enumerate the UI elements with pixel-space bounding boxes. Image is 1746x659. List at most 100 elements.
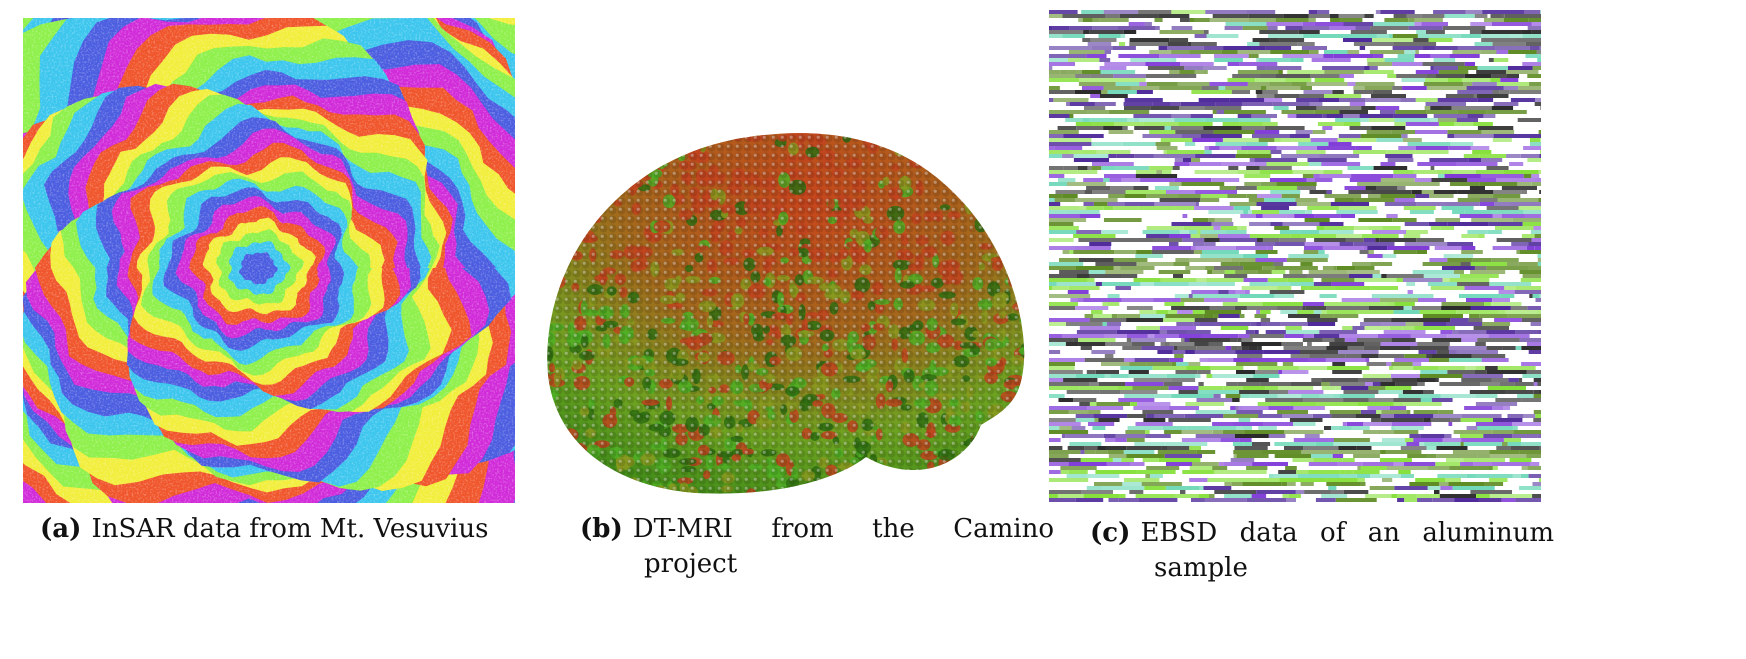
grain-streak (1306, 178, 1315, 182)
grain-streak (1330, 14, 1339, 18)
grain-streak (1215, 102, 1243, 106)
grain-streak (1065, 434, 1104, 438)
grain-streak (1539, 450, 1541, 454)
grain-streak (1186, 366, 1211, 370)
grain-streak (1219, 238, 1257, 242)
grain-streak (1441, 302, 1484, 306)
grain-streak (1472, 150, 1492, 154)
grain-streak (1243, 278, 1268, 282)
tensor-glyph (987, 133, 1001, 143)
tensor-glyph (967, 467, 980, 480)
grain-streak (1049, 350, 1061, 354)
grain-streak (1477, 66, 1508, 70)
tensor-glyph (748, 125, 758, 131)
grain-streak (1324, 50, 1348, 54)
grain-streak (1375, 10, 1381, 14)
grain-streak (1049, 46, 1092, 50)
tensor-glyph (1020, 385, 1025, 401)
grain-streak (1105, 342, 1132, 346)
grain-streak (1394, 302, 1415, 306)
grain-streak (1154, 186, 1179, 190)
tensor-glyph (553, 153, 564, 165)
grain-streak (1382, 478, 1393, 482)
grain-streak (1301, 234, 1337, 238)
grain-streak (1473, 94, 1477, 98)
grain-streak (1219, 186, 1236, 190)
grain-streak (1431, 354, 1472, 358)
grain-streak (1294, 214, 1315, 218)
grain-streak (1468, 318, 1483, 322)
grain-streak (1525, 42, 1541, 46)
grain-streak (1336, 234, 1362, 238)
grain-streak (1199, 358, 1208, 362)
grain-streak (1212, 110, 1217, 114)
grain-streak (1473, 326, 1509, 330)
grain-streak (1416, 146, 1449, 150)
tensor-glyph (866, 133, 881, 138)
caption-a-label: (a) (40, 514, 82, 544)
grain-streak (1355, 146, 1372, 150)
grain-streak (1324, 302, 1362, 306)
grain-streak (1061, 434, 1066, 438)
grain-streak (1416, 250, 1427, 254)
grain-streak (1263, 422, 1293, 426)
grain-streak (1107, 202, 1125, 206)
grain-streak (1164, 454, 1202, 458)
tensor-glyph (700, 133, 716, 136)
panel-a (23, 18, 515, 503)
grain-streak (1518, 86, 1541, 90)
grain-streak (1314, 22, 1344, 26)
grain-streak (1470, 146, 1490, 150)
grain-streak (1332, 362, 1346, 366)
grain-streak (1110, 374, 1129, 378)
grain-streak (1171, 10, 1206, 14)
grain-streak (1178, 194, 1201, 198)
grain-streak (1083, 178, 1104, 182)
grain-streak (1199, 234, 1218, 238)
grain-streak (1311, 454, 1333, 458)
grain-streak (1459, 294, 1501, 298)
grain-streak (1498, 310, 1506, 314)
grain-streak (1442, 438, 1462, 442)
grain-streak (1089, 118, 1127, 122)
grain-streak (1380, 110, 1396, 114)
grain-streak (1393, 42, 1437, 46)
grain-streak (1413, 170, 1437, 174)
grain-streak (1129, 490, 1144, 494)
grain-streak (1314, 334, 1340, 338)
grain-streak (1321, 378, 1358, 382)
grain-streak (1246, 306, 1278, 310)
grain-streak (1193, 250, 1202, 254)
grain-streak (1076, 126, 1104, 130)
tensor-glyph (547, 243, 553, 258)
grain-streak (1388, 34, 1393, 38)
grain-streak (1281, 342, 1303, 346)
grain-streak (1538, 170, 1541, 174)
grain-streak (1257, 238, 1263, 242)
grain-streak (1475, 474, 1513, 478)
grain-streak (1273, 262, 1284, 266)
grain-streak (1427, 466, 1450, 470)
grain-streak (1209, 306, 1235, 310)
grain-streak (1382, 254, 1397, 258)
grain-streak (1182, 214, 1188, 218)
grain-streak (1113, 266, 1121, 270)
grain-streak (1344, 186, 1366, 190)
grain-streak (1207, 270, 1212, 274)
grain-streak (1134, 154, 1154, 158)
grain-streak (1244, 182, 1261, 186)
grain-streak (1204, 498, 1247, 502)
grain-streak (1171, 26, 1193, 30)
grain-streak (1406, 14, 1422, 18)
grain-streak (1164, 126, 1171, 130)
grain-streak (1060, 466, 1097, 470)
grain-streak (1144, 22, 1152, 26)
grain-streak (1403, 306, 1412, 310)
grain-streak (1086, 54, 1107, 58)
grain-streak (1464, 286, 1505, 290)
grain-streak (1417, 162, 1456, 166)
grain-streak (1306, 274, 1349, 278)
tensor-glyph (1025, 409, 1031, 423)
grain-streak (1082, 38, 1091, 42)
grain-streak (1249, 222, 1271, 226)
